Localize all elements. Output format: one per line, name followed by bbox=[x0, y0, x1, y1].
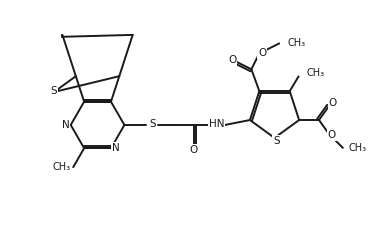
Text: O: O bbox=[329, 98, 337, 108]
Text: O: O bbox=[229, 55, 237, 65]
Text: O: O bbox=[189, 145, 197, 155]
Text: O: O bbox=[328, 130, 336, 140]
Text: S: S bbox=[149, 119, 156, 129]
Text: CH₃: CH₃ bbox=[306, 68, 325, 78]
Text: HN: HN bbox=[209, 119, 225, 129]
Text: CH₃: CH₃ bbox=[52, 162, 70, 172]
Text: CH₃: CH₃ bbox=[287, 38, 305, 48]
Text: S: S bbox=[273, 136, 280, 146]
Text: N: N bbox=[62, 120, 69, 130]
Text: O: O bbox=[258, 48, 266, 58]
Text: S: S bbox=[51, 86, 58, 96]
Text: CH₃: CH₃ bbox=[349, 143, 367, 153]
Text: N: N bbox=[112, 143, 120, 153]
